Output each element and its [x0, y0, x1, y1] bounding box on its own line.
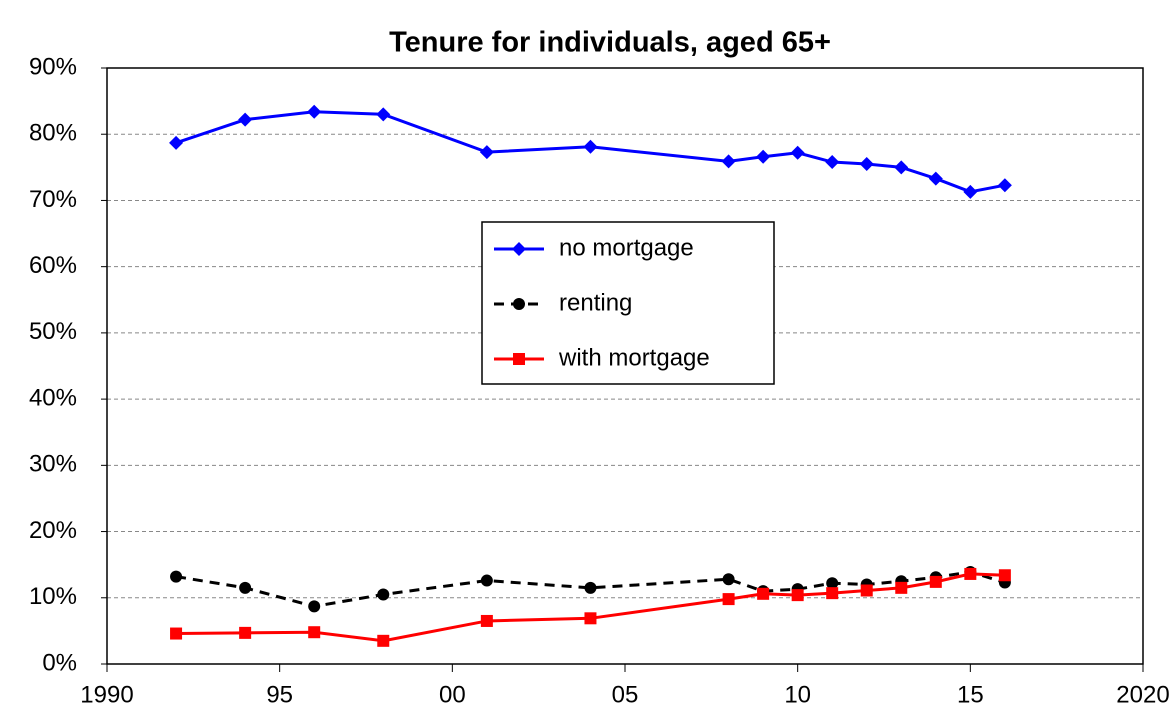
marker: [997, 178, 1012, 193]
legend-label: no mortgage: [559, 234, 694, 261]
marker: [377, 588, 390, 601]
marker: [825, 155, 840, 170]
marker: [826, 577, 839, 590]
y-tick-label: 60%: [29, 252, 77, 279]
marker: [894, 160, 909, 175]
marker: [308, 626, 321, 639]
y-tick-label: 90%: [29, 53, 77, 80]
marker: [790, 145, 805, 160]
marker: [169, 135, 184, 150]
y-tick-label: 30%: [29, 451, 77, 478]
chart-title: Tenure for individuals, aged 65+: [389, 27, 831, 59]
plot-frame: [106, 67, 1144, 665]
marker: [998, 569, 1011, 582]
marker: [170, 570, 183, 583]
marker: [963, 184, 978, 199]
x-tick-label: 10: [784, 681, 811, 708]
marker: [964, 567, 977, 580]
marker: [895, 581, 908, 594]
marker: [239, 581, 252, 594]
marker: [757, 587, 770, 600]
marker: [376, 107, 391, 122]
marker: [826, 587, 839, 600]
x-tick-label: 15: [957, 681, 984, 708]
marker: [308, 600, 321, 613]
marker: [239, 626, 252, 639]
x-tick-label: 2020: [1116, 681, 1169, 708]
y-tick-label: 50%: [29, 318, 77, 345]
y-tick-label: 0%: [42, 649, 77, 676]
y-tick-label: 70%: [29, 186, 77, 213]
marker: [583, 139, 598, 154]
x-tick-label: 95: [266, 681, 293, 708]
marker: [480, 614, 493, 627]
marker: [722, 573, 735, 586]
y-tick-label: 80%: [29, 120, 77, 147]
legend-marker: [513, 353, 525, 365]
marker: [928, 171, 943, 186]
marker: [480, 574, 493, 587]
legend-label: with mortgage: [558, 344, 710, 371]
marker: [722, 593, 735, 606]
marker: [859, 157, 874, 172]
marker: [170, 627, 183, 640]
legend-marker: [513, 298, 525, 310]
marker: [307, 104, 322, 119]
marker: [377, 634, 390, 647]
marker: [584, 581, 597, 594]
x-tick-label: 00: [439, 681, 466, 708]
marker: [860, 584, 873, 597]
marker: [479, 145, 494, 160]
marker: [756, 149, 771, 164]
y-tick-label: 10%: [29, 583, 77, 610]
marker: [929, 575, 942, 588]
y-tick-label: 20%: [29, 517, 77, 544]
x-tick-label: 1990: [80, 681, 133, 708]
marker: [721, 154, 736, 169]
x-tick-label: 05: [612, 681, 639, 708]
marker: [584, 612, 597, 625]
legend-marker: [512, 242, 526, 256]
y-tick-label: 40%: [29, 384, 77, 411]
marker: [238, 112, 253, 127]
legend-label: renting: [559, 289, 632, 316]
series-line: [175, 570, 1006, 608]
marker: [791, 589, 804, 602]
